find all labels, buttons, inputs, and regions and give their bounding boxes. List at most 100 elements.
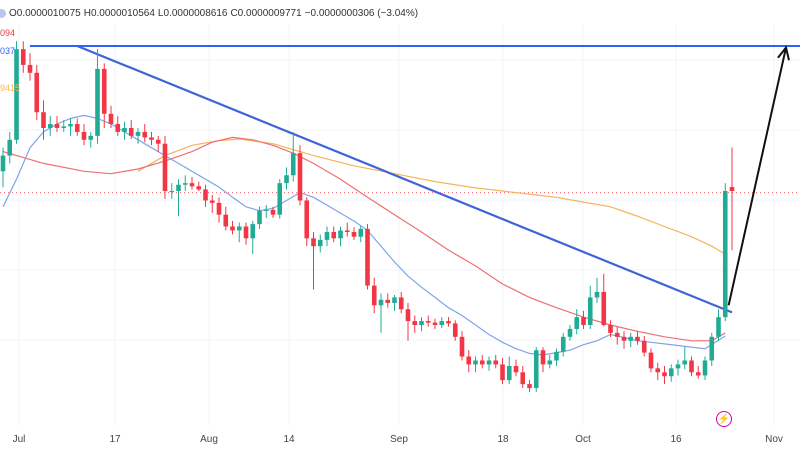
candle-body: [405, 309, 411, 322]
candle-body: [20, 49, 26, 65]
candle-body: [628, 336, 634, 341]
candle-body: [311, 238, 316, 247]
projection-arrow-shaft: [727, 47, 787, 306]
candle-body: [270, 209, 276, 215]
candle-body: [74, 124, 80, 132]
candle-body: [243, 226, 249, 239]
candle-body: [621, 336, 627, 341]
candle-body: [560, 336, 566, 352]
lightning-icon[interactable]: ⚡: [716, 411, 732, 427]
moving-average-long: [137, 138, 726, 255]
candle-body: [446, 321, 451, 324]
candle-body: [540, 350, 546, 365]
moving-averages: [2, 114, 726, 356]
candle-body: [412, 321, 418, 326]
candle-body: [101, 68, 107, 114]
candle-body: [176, 184, 181, 192]
symbol-dot-icon[interactable]: [0, 8, 6, 18]
candle-body: [304, 200, 310, 239]
candle-body: [533, 350, 539, 389]
candle-body: [236, 226, 242, 231]
candle-body: [189, 183, 195, 187]
candle-body: [88, 135, 94, 140]
candle-body: [0, 155, 6, 172]
moving-average-mid: [2, 136, 726, 342]
candle-body: [392, 297, 397, 303]
candle-body: [398, 297, 404, 310]
candle-body: [668, 368, 674, 377]
candle-body: [608, 325, 613, 333]
candle-body: [466, 356, 472, 365]
candle-body: [594, 291, 600, 298]
candle-body: [554, 351, 559, 361]
candle-body: [162, 143, 168, 192]
candle-body: [169, 191, 175, 193]
candle-body: [216, 202, 222, 215]
ohlc-high: H0.0000010564: [83, 7, 155, 19]
candle-body: [344, 230, 350, 233]
candles: [0, 41, 735, 392]
candle-body: [27, 64, 33, 73]
candle-body: [115, 124, 121, 132]
candle-body: [47, 124, 53, 128]
x-axis-tick-label: Aug: [200, 434, 218, 445]
candle-body: [648, 352, 654, 369]
candle-body: [149, 137, 154, 140]
candle-body: [351, 232, 357, 237]
x-axis-tick-label: 18: [497, 434, 509, 445]
candle-body: [230, 226, 235, 231]
candle-body: [54, 124, 60, 128]
candle-body: [695, 372, 701, 376]
candle-body: [702, 360, 708, 376]
candle-body: [635, 336, 640, 341]
candle-body: [459, 336, 465, 357]
candle-body: [135, 131, 141, 136]
candle-body: [486, 360, 492, 365]
candle-body: [41, 112, 46, 128]
candle-body: [155, 139, 161, 144]
candle-body: [574, 317, 580, 329]
candle-body: [479, 360, 485, 365]
candle-body: [250, 224, 256, 239]
price-label-red: 094: [0, 28, 16, 38]
x-axis-tick-label: 17: [109, 434, 121, 445]
candle-body: [297, 153, 303, 201]
candle-body: [277, 183, 283, 215]
candle-body: [338, 230, 343, 239]
x-axis: Jul 17 Aug 14 Sep 18 Oct 16 Nov: [13, 434, 783, 445]
x-axis-tick-label: Sep: [390, 434, 408, 445]
candle-body: [655, 368, 661, 373]
x-axis-tick-label: 16: [670, 434, 682, 445]
candle-body: [675, 364, 681, 369]
ohlc-legend: O0.0000010075 H0.0000010564 L0.000000861…: [0, 4, 421, 22]
candle-body: [284, 175, 289, 184]
candle-body: [614, 332, 620, 337]
candle-body: [34, 72, 40, 113]
candle-body: [182, 183, 188, 185]
candle-body: [7, 139, 13, 156]
candle-body: [722, 191, 728, 318]
ohlc-change: −0.0000000306 (−3.04%): [304, 7, 419, 19]
candle-body: [506, 365, 512, 381]
candle-body: [142, 131, 148, 138]
candle-body: [378, 299, 384, 306]
candle-body: [128, 127, 134, 136]
ohlc-low: L0.0000008616: [157, 7, 228, 19]
candle-body: [513, 365, 519, 373]
candle-body: [439, 321, 445, 326]
candle-body: [14, 49, 19, 140]
candle-body: [729, 187, 735, 192]
candle-body: [709, 336, 715, 361]
candle-body: [203, 189, 208, 201]
candle-body: [662, 372, 667, 377]
candle-body: [331, 232, 337, 239]
drawings: [30, 44, 800, 314]
candle-body: [290, 153, 296, 176]
candle-body: [317, 239, 323, 247]
candle-body: [196, 186, 202, 190]
price-label-orange: 9415: [0, 83, 21, 93]
x-axis-tick-label: 14: [283, 434, 295, 445]
candle-body: [527, 384, 532, 389]
ohlc-open: O0.0000010075: [9, 7, 81, 19]
